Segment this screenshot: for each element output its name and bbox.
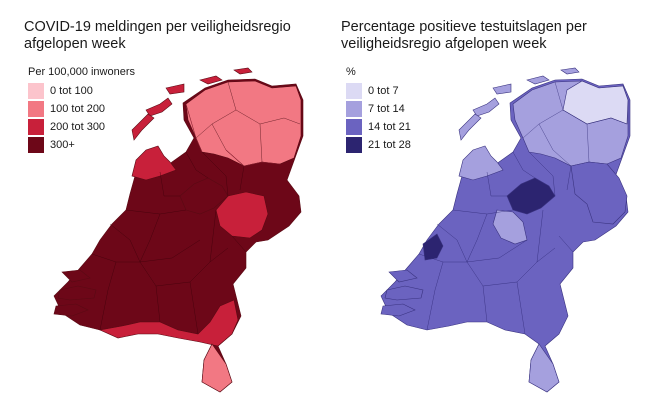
region-island	[145, 97, 173, 117]
left-choropleth-map	[53, 67, 304, 393]
right-legend-label: 21 tot 28	[368, 139, 411, 151]
right-legend: % 0 tot 7 7 tot 14 14 tot 21 21 tot 28	[346, 66, 411, 154]
right-legend-item: 7 tot 14	[346, 100, 411, 118]
right-legend-label: 14 tot 21	[368, 121, 411, 133]
north-borders	[185, 103, 281, 167]
right-legend-item: 0 tot 7	[346, 82, 411, 100]
region-limburg-zuid	[528, 343, 560, 393]
region-island	[492, 83, 512, 95]
left-panel-title: COVID-19 meldingen per veiligheidsregio …	[24, 19, 324, 53]
region-island	[560, 67, 580, 75]
region-island	[165, 83, 185, 95]
region-island	[233, 67, 253, 75]
left-legend-item: 0 tot 100	[28, 82, 135, 100]
region-island	[199, 75, 223, 85]
left-legend-title: Per 100,000 inwoners	[28, 66, 136, 78]
left-legend-label: 100 tot 200	[50, 103, 106, 115]
region-island	[458, 113, 482, 141]
region-limburg-zuid	[201, 343, 233, 393]
right-title-line2: veiligheidsregio afgelopen week	[341, 36, 547, 52]
region-island	[131, 113, 155, 141]
left-legend-item: 200 tot 300	[28, 118, 135, 136]
left-legend-swatch	[28, 83, 44, 99]
left-legend-swatch	[28, 119, 44, 135]
left-legend-swatch	[28, 101, 44, 117]
right-legend-label: 0 tot 7	[368, 85, 399, 97]
right-legend-swatch	[346, 83, 362, 99]
region-island	[526, 75, 550, 85]
left-title-line1: COVID-19 meldingen per veiligheidsregio	[24, 19, 291, 35]
right-legend-swatch	[346, 137, 362, 153]
right-legend-title: %	[346, 66, 356, 78]
right-legend-item: 14 tot 21	[346, 118, 411, 136]
right-legend-swatch	[346, 119, 362, 135]
right-legend-swatch	[346, 101, 362, 117]
right-choropleth-map	[380, 67, 631, 393]
left-legend-label: 300+	[50, 139, 75, 151]
right-panel-title: Percentage positieve testuitslagen per v…	[341, 19, 641, 53]
left-legend-item: 100 tot 200	[28, 100, 135, 118]
left-legend: Per 100,000 inwoners 0 tot 100 100 tot 2…	[28, 66, 135, 154]
right-panel: Percentage positieve testuitslagen per v…	[329, 0, 657, 416]
left-legend-item: 300+	[28, 136, 135, 154]
left-legend-label: 0 tot 100	[50, 85, 93, 97]
right-legend-label: 7 tot 14	[368, 103, 405, 115]
region-island	[472, 97, 500, 117]
left-legend-label: 200 tot 300	[50, 121, 106, 133]
right-legend-item: 21 tot 28	[346, 136, 411, 154]
left-legend-swatch	[28, 137, 44, 153]
left-title-line2: afgelopen week	[24, 36, 126, 52]
right-title-line1: Percentage positieve testuitslagen per	[341, 19, 587, 35]
left-panel: COVID-19 meldingen per veiligheidsregio …	[0, 0, 328, 416]
